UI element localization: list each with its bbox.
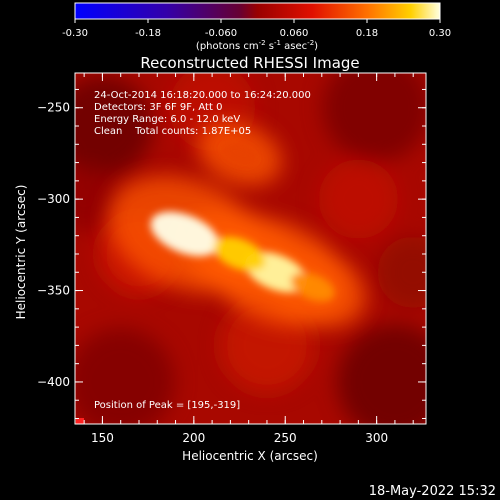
- x-axis: 150 200 250 300: [83, 73, 414, 445]
- colorbar-tick-label: 0.30: [429, 28, 451, 39]
- x-axis-label: Heliocentric X (arcsec): [182, 449, 318, 463]
- chart-title: Reconstructed RHESSI Image: [140, 54, 359, 72]
- plot-frame: [74, 72, 427, 425]
- background-patch: [75, 327, 175, 424]
- y-tick-label: −350: [37, 284, 70, 298]
- source-core: [290, 272, 335, 302]
- colorbar-tick-label: 0.18: [356, 28, 378, 39]
- colorbar-gradient: [74, 2, 441, 20]
- background-patch: [75, 166, 117, 232]
- colorbar-tick-label: -0.060: [205, 28, 237, 39]
- colorbar-ticks: -0.30 -0.18 -0.060 0.060 0.18 0.30: [62, 19, 451, 39]
- y-axis-label: Heliocentric Y (arcsec): [14, 185, 28, 320]
- x-tick-label: 300: [365, 431, 388, 445]
- source-cores: [150, 142, 335, 302]
- colorbar-tick-label: -0.30: [62, 28, 88, 39]
- x-tick-label: 200: [182, 431, 205, 445]
- y-tick-label: −400: [37, 375, 70, 389]
- x-tick-label: 250: [274, 431, 297, 445]
- heatmap-image: [75, 73, 426, 424]
- colorbar: -0.30 -0.18 -0.060 0.060 0.18 0.30 (photons c…: [62, 2, 451, 52]
- source-core: [213, 236, 266, 272]
- source-core: [150, 211, 219, 257]
- background-patch: [337, 324, 426, 424]
- annotation-block: 24-Oct-2014 16:18:20.000 to 16:24:20.000…: [94, 90, 311, 137]
- background-patch: [75, 75, 153, 177]
- annotation-time-range: 24-Oct-2014 16:18:20.000 to 16:24:20.000: [94, 90, 311, 101]
- y-tick-label: −300: [37, 192, 70, 206]
- x-tick-label: 150: [91, 431, 114, 445]
- y-axis: −250 −300 −350 −400: [37, 88, 426, 420]
- corner-marker: [76, 418, 84, 424]
- y-tick-label: −250: [37, 101, 70, 115]
- footer-timestamp: 18-May-2022 15:32: [369, 484, 496, 499]
- background-patch: [377, 236, 426, 309]
- peak-position-label: Position of Peak = [195,-319]: [94, 400, 240, 411]
- source-core: [223, 142, 256, 165]
- background-patch: [322, 73, 426, 162]
- colorbar-tick-label: 0.060: [280, 28, 309, 39]
- annotation-detectors: Detectors: 3F 6F 9F, Att 0: [94, 102, 222, 113]
- background-patch: [318, 159, 398, 239]
- colorbar-tick-label: -0.18: [135, 28, 161, 39]
- colorbar-unit-label: (photons cm-2 s-1 asec-2): [196, 39, 318, 52]
- annotation-clean-counts: Clean Total counts: 1.87E+05: [94, 126, 251, 137]
- annotation-energy-range: Energy Range: 6.0 - 12.0 keV: [94, 114, 240, 125]
